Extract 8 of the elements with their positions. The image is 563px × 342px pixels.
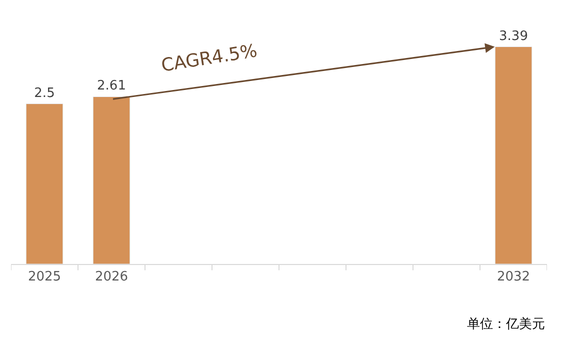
- data-label: 3.39: [499, 28, 528, 44]
- x-tick-label: 2025: [28, 270, 62, 285]
- data-label: 2.5: [34, 86, 55, 101]
- text: 单位：亿美元: [467, 316, 545, 332]
- annotation: CAGR4.5%: [160, 40, 259, 76]
- x-tick-label: 2032: [496, 270, 530, 285]
- x-tick-label: 2026: [94, 270, 128, 285]
- data-label: 2.61: [97, 78, 126, 94]
